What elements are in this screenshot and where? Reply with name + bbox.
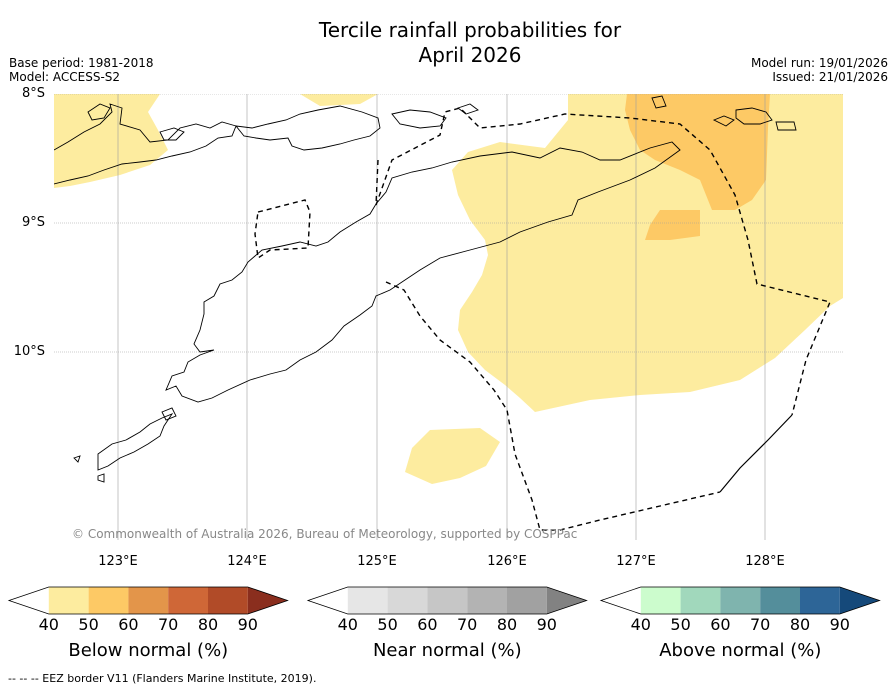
below-50-north-strip xyxy=(300,94,378,106)
alor-coastline xyxy=(391,109,447,129)
colorbar-below-low-extend xyxy=(9,587,49,614)
rote-tip xyxy=(97,473,105,483)
ndao-coastline xyxy=(73,455,81,463)
kisar-coastline xyxy=(651,95,667,109)
title-line-1: Tercile rainfall probabilities for xyxy=(318,18,622,42)
colorbar-near-swatch-2 xyxy=(387,587,428,614)
colorbar-above-high-extend xyxy=(839,587,880,614)
semau-coastline xyxy=(161,407,177,421)
colorbar-above xyxy=(599,586,881,615)
colorbar-above-tick-90: 90 xyxy=(829,615,850,634)
below-60-northeast xyxy=(625,94,770,210)
issued-date: Issued: 21/01/2026 xyxy=(772,70,888,84)
colorbar-near-tick-50: 50 xyxy=(377,615,398,634)
colorbar-near-tick-60: 60 xyxy=(417,615,438,634)
meta-right: Model run: 19/01/2026 Issued: 21/01/2026 xyxy=(751,56,888,84)
colorbar-above-tick-40: 40 xyxy=(630,615,651,634)
eez-solid-segment xyxy=(719,414,793,493)
lon-label-127e: 127°E xyxy=(616,554,656,569)
colorbar-near-swatch-4 xyxy=(467,587,507,614)
lon-label-123e: 123°E xyxy=(98,554,138,569)
map-title: Tercile rainfall probabilities for April… xyxy=(0,18,896,68)
colorbar-near-swatch-3 xyxy=(427,587,468,614)
colorbar-above-low-extend xyxy=(601,587,641,614)
colorbar-near-tick-80: 80 xyxy=(496,615,518,634)
colorbar-below-tick-90: 90 xyxy=(237,615,258,634)
lat-label-10s: 10°S xyxy=(13,344,45,359)
colorbar-above-swatch-2 xyxy=(680,587,721,614)
model-run: Model run: 19/01/2026 xyxy=(750,56,888,70)
colorbar-below-tick-80: 80 xyxy=(197,615,219,634)
colorbar-below-tick-50: 50 xyxy=(78,615,99,634)
colorbar-near-label: Near normal (%) xyxy=(372,640,522,661)
colorbar-near-tick-70: 70 xyxy=(457,615,478,634)
colorbar-above-tick-70: 70 xyxy=(750,615,771,634)
colorbar-below-label: Below normal (%) xyxy=(68,640,229,661)
leti-coastline xyxy=(712,115,735,127)
colorbar-near-swatch-5 xyxy=(507,587,547,614)
eez-south xyxy=(385,281,721,531)
below-60-patch xyxy=(645,210,700,240)
colorbar-below-high-extend xyxy=(247,587,288,614)
below-50-south-blob xyxy=(405,428,500,484)
colorbar-above-tick-60: 60 xyxy=(710,615,731,634)
colorbar-above-swatch-5 xyxy=(800,587,840,614)
flores-coastline xyxy=(54,103,237,185)
copyright-notice: © Commonwealth of Australia 2026, Bureau… xyxy=(72,527,578,541)
meta-left: Base period: 1981-2018 Model: ACCESS-S2 xyxy=(9,56,154,84)
colorbar-below-swatch-1 xyxy=(48,587,89,614)
coastlines xyxy=(54,95,797,483)
lat-label-8s: 8°S xyxy=(21,86,45,101)
colorbar-below-tick-70: 70 xyxy=(158,615,179,634)
colorbar-near-low-extend xyxy=(308,587,348,614)
colorbar-below-swatch-3 xyxy=(128,587,169,614)
colorbar-above-swatch-4 xyxy=(760,587,800,614)
colorbar-below-swatch-2 xyxy=(88,587,129,614)
colorbar-above-tick-50: 50 xyxy=(670,615,691,634)
colorbar-near-tick-90: 90 xyxy=(536,615,557,634)
gridlines xyxy=(54,94,843,540)
colorbar-above-swatch-3 xyxy=(720,587,761,614)
colorbar-near-tick-40: 40 xyxy=(337,615,358,634)
base-period: Base period: 1981-2018 xyxy=(9,56,154,70)
solor-coastline xyxy=(234,105,381,151)
lat-label-9s: 9°S xyxy=(21,215,45,230)
lakor-coastline xyxy=(775,121,797,131)
eez-north xyxy=(375,107,831,416)
rote-coastline xyxy=(97,413,174,471)
colorbar-below-swatch-5 xyxy=(208,587,248,614)
colorbar-below-tick-60: 60 xyxy=(118,615,139,634)
colorbar-near xyxy=(306,586,588,615)
colorbar-above-tick-80: 80 xyxy=(789,615,811,634)
colorbar-above-swatch-1 xyxy=(640,587,681,614)
colorbar-near-high-extend xyxy=(546,587,587,614)
colorbar-near-swatch-1 xyxy=(347,587,388,614)
lon-label-128e: 128°E xyxy=(745,554,785,569)
lon-label-124e: 124°E xyxy=(227,554,267,569)
small-isle-2 xyxy=(159,127,185,141)
small-isle-1 xyxy=(87,103,111,121)
eez-footnote: -- -- -- EEZ border V11 (Flanders Marine… xyxy=(8,672,317,685)
title-line-2: April 2026 xyxy=(418,43,522,67)
below-50-west xyxy=(54,94,168,188)
colorbar-below-swatch-4 xyxy=(168,587,208,614)
model-name: Model: ACCESS-S2 xyxy=(9,70,121,84)
eez-border xyxy=(254,107,831,531)
moa-coastline xyxy=(735,107,773,125)
colorbar-below-tick-40: 40 xyxy=(38,615,59,634)
lon-label-126e: 126°E xyxy=(487,554,527,569)
timor-coastline xyxy=(165,141,681,403)
lon-label-125e: 125°E xyxy=(357,554,397,569)
colorbar-above-label: Above normal (%) xyxy=(659,640,822,661)
colorbar-below xyxy=(7,586,289,615)
